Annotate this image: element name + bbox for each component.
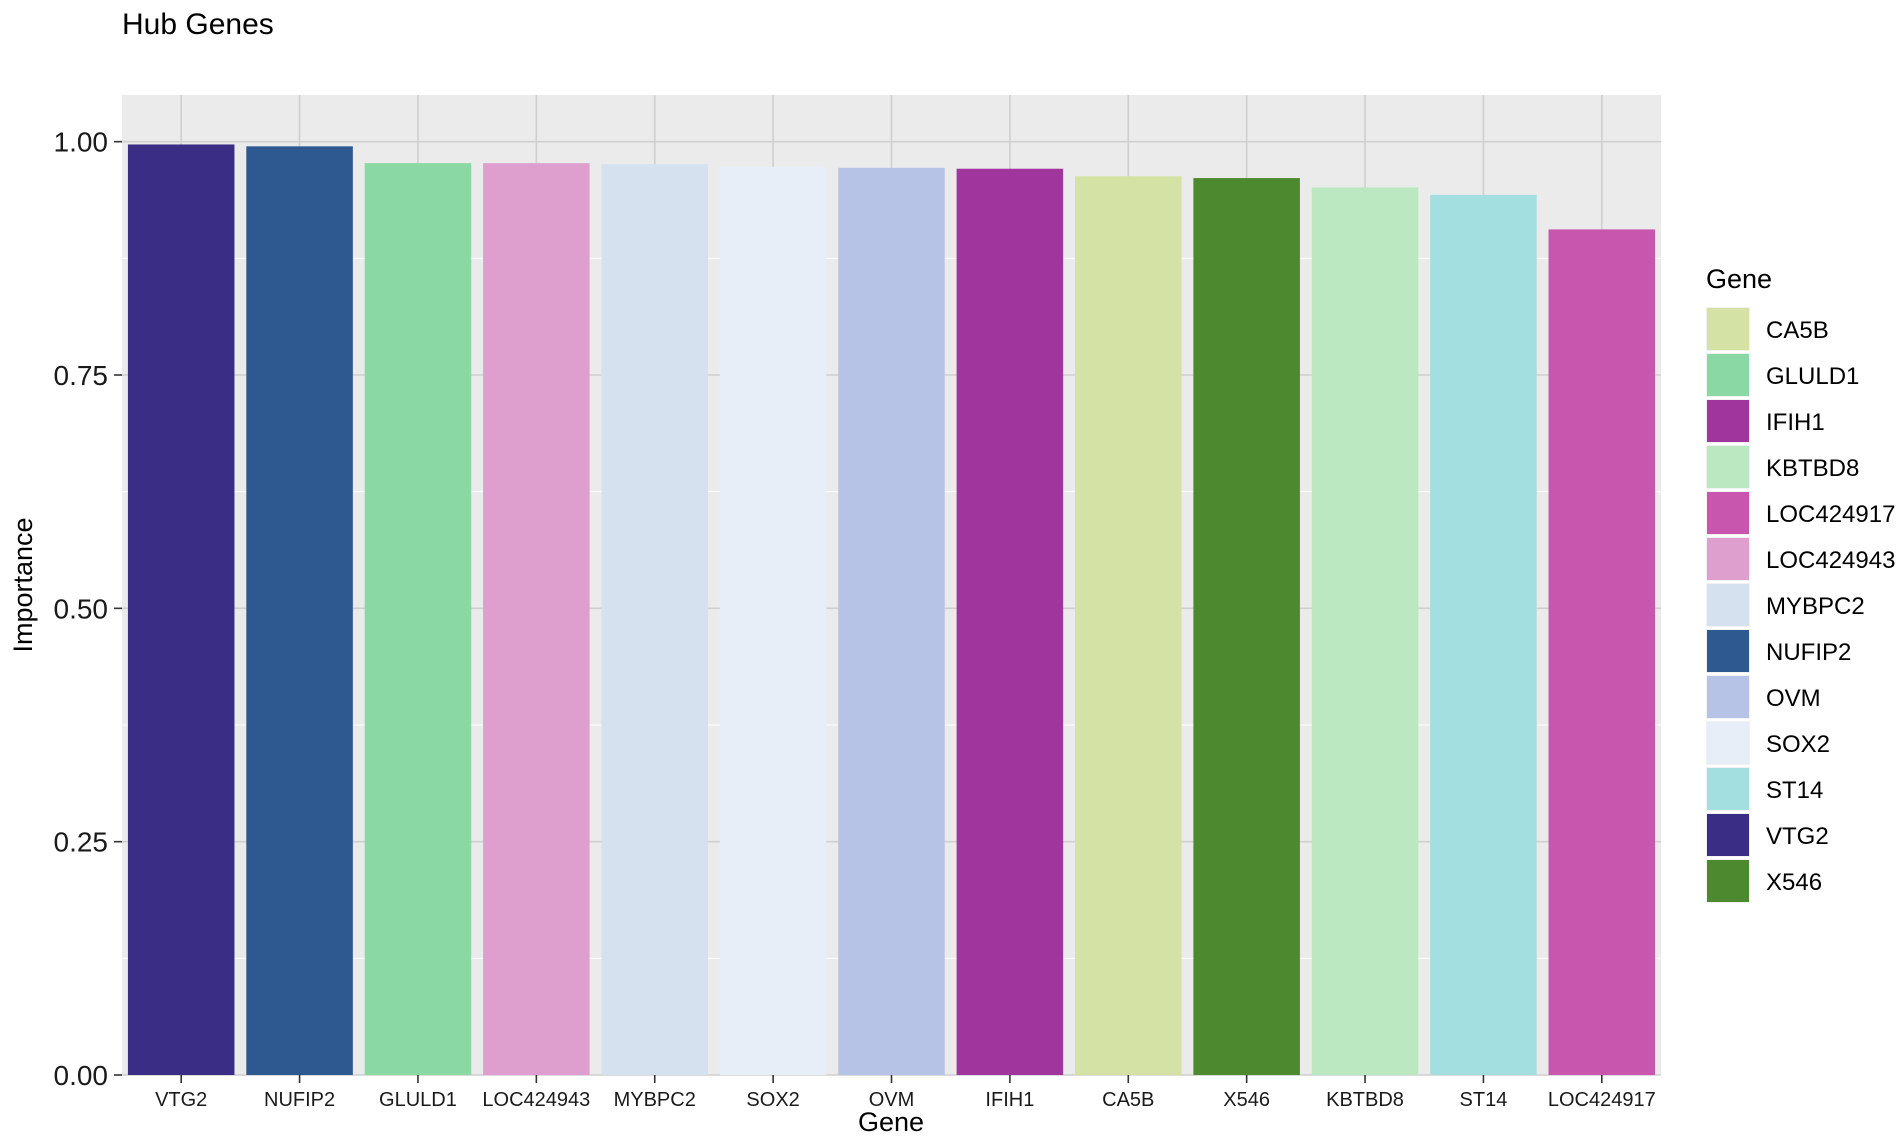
bar-ca5b xyxy=(1074,176,1182,1075)
legend-title: Gene xyxy=(1706,264,1772,294)
legend-label: CA5B xyxy=(1766,317,1829,344)
legend-key-mybpc2 xyxy=(1707,584,1749,626)
legend-key-kbtbd8 xyxy=(1707,446,1749,488)
legend-label: MYBPC2 xyxy=(1766,593,1865,620)
y-tick-label: 0.75 xyxy=(54,360,109,391)
y-tick-label: 1.00 xyxy=(54,127,109,158)
x-tick-label: MYBPC2 xyxy=(614,1089,696,1111)
legend-label: KBTBD8 xyxy=(1766,455,1859,482)
legend-label: X546 xyxy=(1766,869,1822,896)
x-axis-title: Gene xyxy=(858,1107,924,1137)
legend-key-loc424917 xyxy=(1707,492,1749,534)
bar-gluld1 xyxy=(364,163,472,1076)
bar-kbtbd8 xyxy=(1311,187,1419,1075)
x-tick-label: VTG2 xyxy=(155,1089,207,1111)
bar-nufip2 xyxy=(246,146,353,1076)
bar-sox2 xyxy=(719,166,827,1075)
bar-loc424943 xyxy=(483,163,590,1076)
y-axis-title: Importance xyxy=(8,517,38,652)
legend: Gene CA5B GLULD1 IFIH1 KBTBD8 LOC424917 LOC42… xyxy=(1706,264,1895,903)
legend-key-x546 xyxy=(1707,860,1749,902)
legend-key-gluld1 xyxy=(1707,354,1749,396)
x-tick-label: IFIH1 xyxy=(985,1089,1034,1111)
y-tick-label: 0.50 xyxy=(54,593,109,624)
legend-label: LOC424943 xyxy=(1766,547,1895,574)
legend-key-loc424943 xyxy=(1707,538,1749,580)
x-axis: VTG2 NUFIP2 GLULD1 LOC424943 MYBPC2 SOX2 OVM IF… xyxy=(155,1075,1656,1111)
legend-key-st14 xyxy=(1707,768,1749,810)
x-tick-label: SOX2 xyxy=(746,1089,799,1111)
legend-key-ovm xyxy=(1707,676,1749,718)
y-axis: 0.00 0.25 0.50 0.75 1.00 xyxy=(54,127,122,1091)
legend-key-ifih1 xyxy=(1707,400,1749,442)
x-tick-label: CA5B xyxy=(1102,1089,1154,1111)
x-tick-label: GLULD1 xyxy=(379,1089,457,1111)
legend-key-sox2 xyxy=(1707,722,1749,764)
legend-key-nufip2 xyxy=(1707,630,1749,672)
legend-label: IFIH1 xyxy=(1766,409,1825,436)
legend-label: LOC424917 xyxy=(1766,501,1895,528)
y-tick-label: 0.25 xyxy=(54,827,109,858)
legend-label: SOX2 xyxy=(1766,731,1830,758)
x-tick-label: X546 xyxy=(1223,1089,1270,1111)
x-tick-label: KBTBD8 xyxy=(1326,1089,1404,1111)
bars xyxy=(127,144,1656,1076)
legend-label: GLULD1 xyxy=(1766,363,1859,390)
legend-label: VTG2 xyxy=(1766,823,1829,850)
bar-mybpc2 xyxy=(601,164,709,1076)
x-tick-label: ST14 xyxy=(1460,1089,1508,1111)
bar-vtg2 xyxy=(127,144,235,1075)
chart-title: Hub Genes xyxy=(122,8,274,41)
x-tick-label: LOC424943 xyxy=(482,1089,590,1111)
legend-label: NUFIP2 xyxy=(1766,639,1851,666)
x-tick-label: OVM xyxy=(869,1089,915,1111)
bar-loc424917 xyxy=(1548,229,1656,1075)
x-tick-label: LOC424917 xyxy=(1548,1089,1656,1111)
legend-label: OVM xyxy=(1766,685,1821,712)
bar-ifih1 xyxy=(956,168,1064,1075)
bar-st14 xyxy=(1430,194,1537,1075)
x-tick-label: NUFIP2 xyxy=(264,1089,335,1111)
bar-x546 xyxy=(1193,178,1300,1076)
y-tick-label: 0.00 xyxy=(54,1060,109,1091)
legend-key-vtg2 xyxy=(1707,814,1749,856)
bar-ovm xyxy=(838,167,945,1076)
legend-label: ST14 xyxy=(1766,777,1823,804)
legend-key-ca5b xyxy=(1707,308,1749,350)
